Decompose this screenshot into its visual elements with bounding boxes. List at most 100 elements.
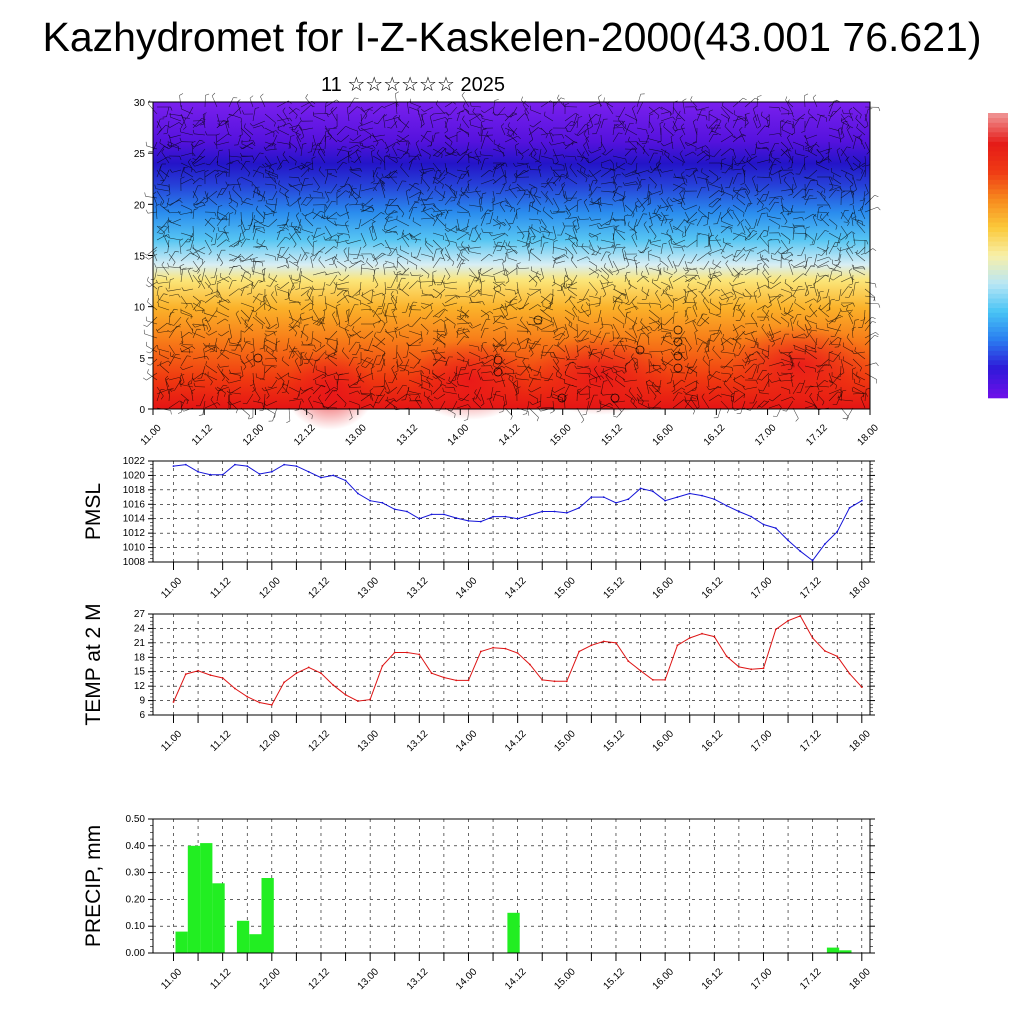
wind-barb-flag [304,352,307,357]
wind-barb-flag [658,213,662,218]
wind-barb-shaft [159,169,170,178]
wind-barb-shaft [437,176,446,184]
wind-barb-shaft [482,118,494,122]
wind-barb-flag [687,283,690,288]
wind-barb-shaft [591,232,602,238]
wind-barb-shaft [708,197,718,206]
wind-barb-flag [375,267,380,270]
wind-barb-flag [647,134,649,139]
wind-barb-shaft [720,225,730,234]
wind-barb-shaft [277,129,290,136]
wind-barb-shaft [388,386,398,394]
wind-barb-flag [173,308,178,311]
wind-barb-shaft [708,236,711,248]
wind-barb-shaft [636,101,644,115]
wind-barb-shaft [326,219,338,227]
wind-barb-flag [550,352,552,357]
wind-barb-flag [760,111,763,116]
wind-barb-shaft [348,188,354,199]
wind-barb-flag [553,344,558,347]
wind-barb-shaft [840,210,846,220]
wind-barb-flag [427,187,430,192]
wind-barb-shaft [408,351,420,361]
wind-barb-flag [706,154,711,158]
wind-barb-flag [635,181,639,186]
wind-barb-shaft [278,184,290,192]
wind-barb-shaft [469,155,482,159]
wind-barb-flag [385,391,389,394]
wind-barb-shaft [147,372,158,381]
wind-barb-flag [572,225,577,229]
wind-barb-shaft [296,137,302,150]
wind-barb-shaft [732,187,742,199]
wind-barb-flag [674,311,679,314]
wind-barb-shaft [322,309,326,324]
wind-barb-shaft [756,113,761,126]
wind-barb-shaft [180,372,185,383]
wind-barb-flag [168,234,170,239]
wind-barb-shaft [528,202,531,213]
wind-barb-shaft [515,162,530,167]
wind-barb-flag [165,287,169,292]
wind-barb-shaft [832,178,842,185]
wind-barb-flag [716,313,721,316]
wind-barb-shaft [271,294,278,304]
wind-barb-shaft [209,155,218,166]
wind-barb-flag [687,362,689,367]
wind-barb-flag [158,286,163,288]
wind-barb-shaft [690,99,698,108]
wind-barb-shaft [855,220,866,227]
wind-barb-shaft [840,286,849,297]
wind-barb-flag [320,210,325,213]
wind-barb-flag [563,200,568,204]
wind-barb-shaft [408,280,418,290]
wind-barb-shaft [600,141,606,151]
wind-barb-flag [432,168,436,172]
wind-barb-flag [158,232,163,235]
wind-barb-flag [702,216,707,218]
wind-barb-shaft [330,183,338,194]
wind-barb-shaft [359,347,374,353]
wind-barb-shaft [684,204,698,211]
wind-barb-flag [524,107,528,111]
wind-barb-flag [167,156,172,160]
wind-barb-shaft [500,239,506,251]
wind-barb-shaft [756,351,766,361]
wind-barb-flag [335,371,339,376]
wind-barb-flag [505,269,509,273]
wind-barb-flag [222,217,227,220]
wind-barb-shaft [576,330,584,339]
wind-barb-flag [599,199,602,204]
wind-barb-flag [357,362,362,365]
wind-barb-shaft [192,295,201,303]
wind-barb-shaft [639,197,650,208]
wind-barb-flag [439,173,442,177]
wind-barb-shaft [696,252,708,262]
wind-barb-shaft [264,162,278,168]
wind-barb-shaft [354,155,362,163]
wind-barb-shaft [588,223,600,227]
wind-barb-flag [741,325,745,328]
wind-barb-shaft [504,197,513,209]
wind-barb-shaft [552,103,554,115]
wind-barb-flag [545,134,548,139]
wind-barb-flag [333,281,337,286]
wind-barb-flag [320,318,324,321]
wind-barb-shaft [852,137,857,150]
wind-barb-shaft [348,260,361,269]
wind-barb-flag [799,117,804,120]
wind-barb-shaft [406,141,410,154]
wind-barb-shaft [341,274,350,282]
wind-barb-flag [189,250,194,254]
wind-barb-shaft [456,218,460,230]
wind-barb-shaft [588,186,598,199]
wind-barb-flag [781,254,783,259]
wind-barb-shaft [640,274,650,283]
wind-barb-shaft [792,333,805,339]
wind-barb-shaft [550,386,554,398]
wind-barb-shaft [444,196,452,206]
wind-barb-flag [256,188,259,193]
wind-barb-shaft [564,112,576,122]
wind-barb-flag [611,325,613,330]
wind-barb-flag [668,238,672,242]
